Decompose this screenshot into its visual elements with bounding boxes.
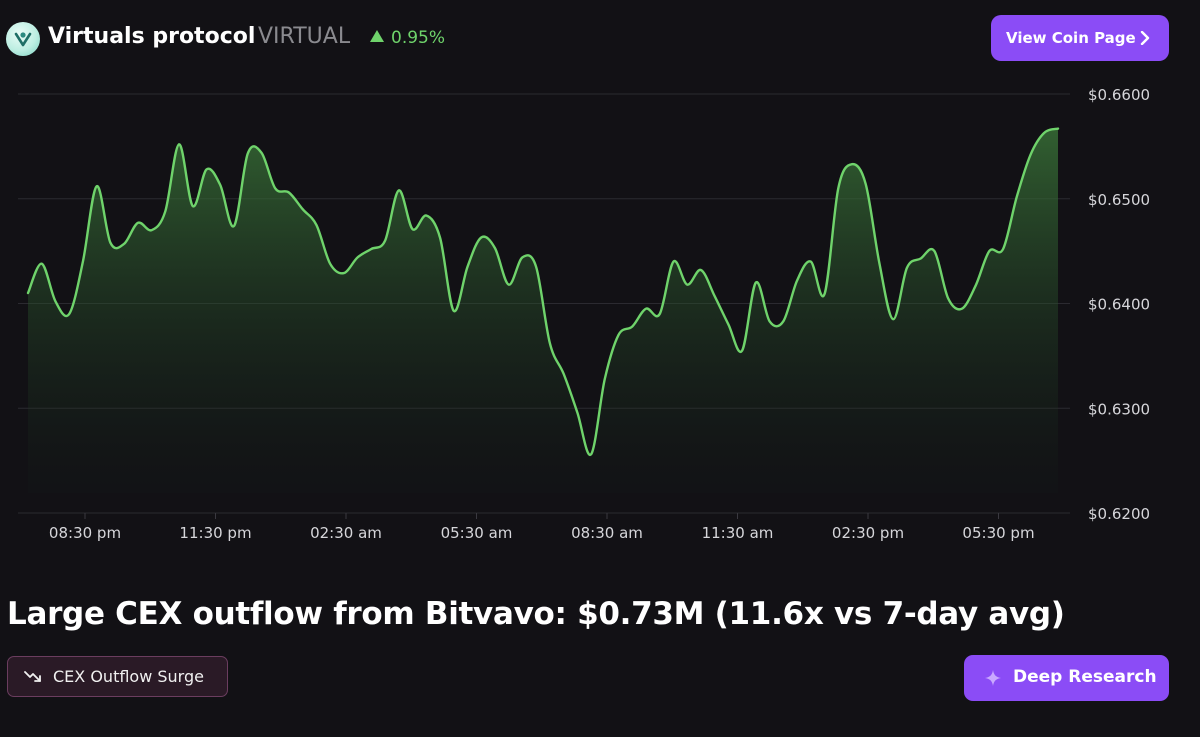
- y-tick-label: $0.6500: [1088, 191, 1150, 209]
- x-axis: 08:30 pm 11:30 pm 02:30 am 05:30 am 08:30 am…: [49, 513, 1035, 542]
- price-chart[interactable]: $0.6600 $0.6500 $0.6400 $0.6300 $0.6200 08:3…: [0, 75, 1200, 550]
- coin-header: Virtuals protocol VIRTUAL 0.95% View Coi…: [0, 0, 1200, 78]
- x-tick-label: 02:30 pm: [832, 524, 904, 542]
- coin-name: Virtuals protocol: [48, 24, 256, 49]
- tag-label: CEX Outflow Surge: [53, 667, 204, 686]
- x-tick-label: 11:30 am: [702, 524, 774, 542]
- trend-down-icon: [24, 671, 41, 682]
- deep-research-label: Deep Research: [1013, 667, 1157, 687]
- price-line: [26, 127, 1060, 456]
- headline: Large CEX outflow from Bitvavo: $0.73M (…: [7, 596, 1065, 632]
- x-tick-label: 11:30 pm: [179, 524, 251, 542]
- x-tick-label: 08:30 pm: [49, 524, 121, 542]
- y-tick-label: $0.6300: [1088, 400, 1150, 418]
- virtuals-logo-icon: [6, 22, 40, 56]
- y-tick-label: $0.6400: [1088, 296, 1150, 314]
- x-tick-label: 05:30 pm: [962, 524, 1034, 542]
- y-tick-label: $0.6200: [1088, 505, 1150, 523]
- y-axis: $0.6600 $0.6500 $0.6400 $0.6300 $0.6200: [1088, 86, 1150, 523]
- y-tick-label: $0.6600: [1088, 86, 1150, 104]
- x-tick-label: 05:30 am: [441, 524, 513, 542]
- sparkle-icon: [985, 670, 1001, 686]
- chevron-right-icon: [1140, 31, 1150, 45]
- x-tick-label: 02:30 am: [310, 524, 382, 542]
- deep-research-button[interactable]: Deep Research: [964, 655, 1169, 701]
- up-arrow-icon: [370, 30, 384, 42]
- view-coin-page-button[interactable]: View Coin Page: [991, 15, 1169, 61]
- price-change: 0.95%: [391, 28, 446, 48]
- cex-outflow-tag[interactable]: CEX Outflow Surge: [7, 656, 228, 697]
- coin-symbol: VIRTUAL: [258, 24, 351, 49]
- view-coin-page-label: View Coin Page: [1006, 29, 1136, 47]
- x-tick-label: 08:30 am: [571, 524, 643, 542]
